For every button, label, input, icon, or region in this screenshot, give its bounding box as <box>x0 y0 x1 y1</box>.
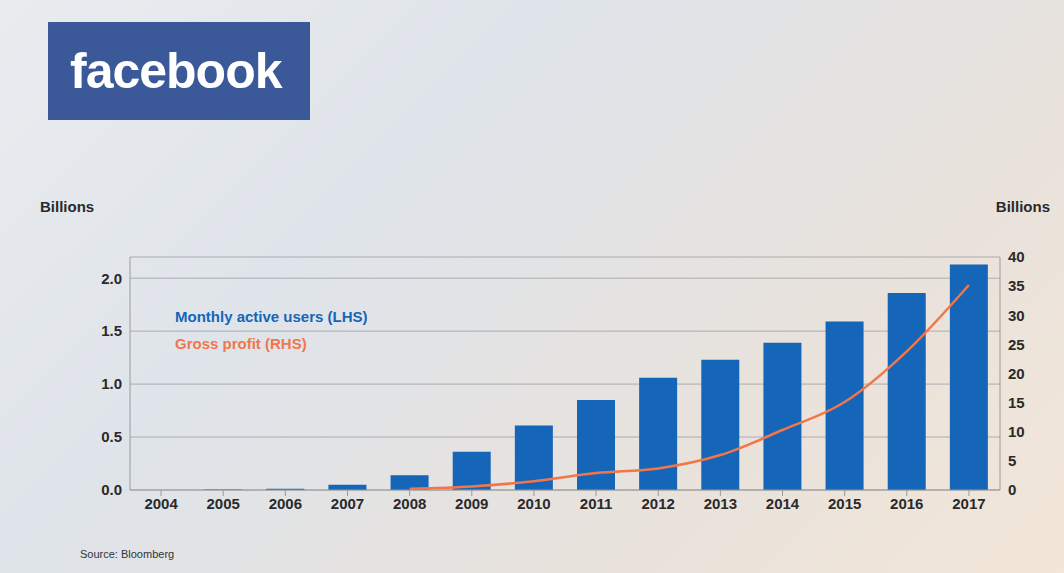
svg-text:10: 10 <box>1008 423 1025 440</box>
svg-text:2005: 2005 <box>207 495 240 512</box>
html-text:Billions: Billions <box>40 198 95 215</box>
html-text:Billions: Billions <box>995 198 1050 215</box>
svg-text:2011: 2011 <box>580 495 613 512</box>
svg-text:1.5: 1.5 <box>101 322 122 339</box>
svg-text:0.0: 0.0 <box>101 481 122 498</box>
html-text:facebook: facebook <box>70 43 282 99</box>
svg-text:2004: 2004 <box>144 495 178 512</box>
svg-text:35: 35 <box>1008 277 1025 294</box>
svg-text:5: 5 <box>1008 452 1016 469</box>
svg-text:2008: 2008 <box>393 495 426 512</box>
html-text:Gross profit (RHS): Gross profit (RHS) <box>175 335 307 352</box>
svg-text:0: 0 <box>1008 481 1016 498</box>
html-text:Monthly active users (LHS): Monthly active users (LHS) <box>175 308 368 325</box>
svg-text:2016: 2016 <box>890 495 923 512</box>
svg-text:2006: 2006 <box>269 495 302 512</box>
svg-text:30: 30 <box>1008 307 1025 324</box>
svg-text:15: 15 <box>1008 394 1025 411</box>
html-text:Source: Bloomberg: Source: Bloomberg <box>80 548 175 560</box>
svg-text:2007: 2007 <box>331 495 364 512</box>
svg-text:25: 25 <box>1008 336 1025 353</box>
svg-text:2014: 2014 <box>766 495 800 512</box>
svg-text:20: 20 <box>1008 365 1025 382</box>
svg-text:2009: 2009 <box>455 495 488 512</box>
svg-text:2017: 2017 <box>952 495 985 512</box>
svg-text:2012: 2012 <box>642 495 675 512</box>
svg-text:2013: 2013 <box>704 495 737 512</box>
svg-text:1.0: 1.0 <box>101 375 122 392</box>
svg-text:2.0: 2.0 <box>101 270 122 287</box>
svg-text:40: 40 <box>1008 248 1025 265</box>
svg-text:2015: 2015 <box>828 495 861 512</box>
svg-text:0.5: 0.5 <box>101 428 122 445</box>
svg-text:2010: 2010 <box>517 495 550 512</box>
